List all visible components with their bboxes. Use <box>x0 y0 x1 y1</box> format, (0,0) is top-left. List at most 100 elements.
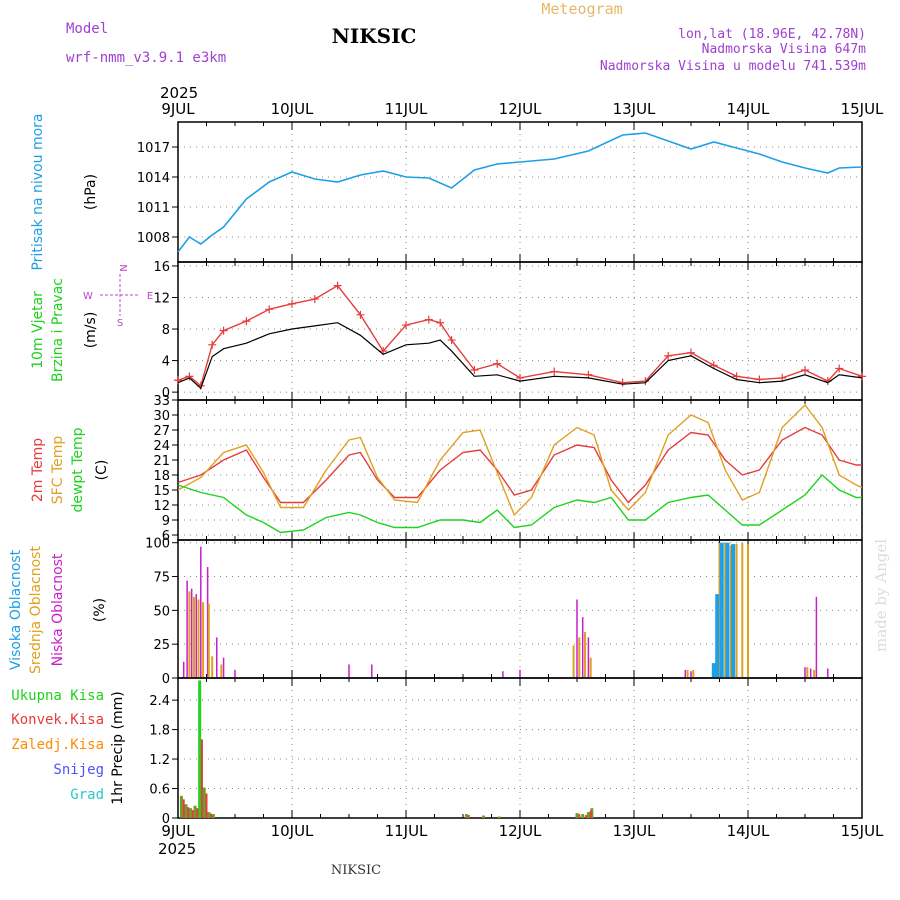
pressure-line <box>177 132 863 253</box>
precip-bar-total <box>581 814 585 818</box>
wind-ylabel2: Brzina i Pravac <box>50 278 66 382</box>
panel-frame <box>177 121 863 263</box>
cloud-bar-srednja <box>813 669 816 678</box>
x-tick-label-top: 15JUL <box>841 100 884 118</box>
cloud-bar-srednja <box>686 669 689 678</box>
precip-bar-convective <box>205 793 208 818</box>
lonlat-label: lon,lat (18.96E, 42.78N) <box>678 27 866 42</box>
precip-bar-total <box>202 787 206 818</box>
cloud-bar-srednja <box>202 602 205 678</box>
y-tick-label: 16 <box>153 260 170 275</box>
cloud-bar-srednja <box>188 591 191 678</box>
wind-units: (m/s) <box>83 312 99 349</box>
bottom-x-axis-labels: 9JUL 10JUL 11JUL 12JUL 13JUL 14JUL 15JUL <box>161 822 884 840</box>
compass-e: E <box>147 291 153 302</box>
precip-bar-total <box>482 815 486 818</box>
wind-ylabel: 10m Vjetar <box>30 291 46 369</box>
cloud-bar-visoka <box>711 663 716 678</box>
y-tick-label: 2.4 <box>149 694 170 709</box>
cloud-bar-visoka <box>719 542 724 678</box>
year-label-bottom: 2025 <box>158 840 196 858</box>
gust-marker <box>288 299 296 308</box>
footer-title: NIKSIC <box>331 863 381 878</box>
gust-marker <box>174 376 182 385</box>
gust-marker <box>208 340 217 349</box>
cloud-bar-niska <box>371 664 373 678</box>
precip-bar-convective <box>187 807 190 818</box>
precip-bar-total <box>590 808 594 818</box>
x-tick-label-bottom: 12JUL <box>499 822 542 840</box>
pressure-panel: 1008 1011 1014 1017 <box>137 121 863 263</box>
x-tick-label-bottom: 13JUL <box>613 822 656 840</box>
cloud-bar-niska <box>182 661 185 678</box>
gust-marker <box>641 377 650 386</box>
cloud-bar-srednja <box>197 599 200 678</box>
precip-bar-total <box>211 814 215 818</box>
gust-marker <box>618 378 627 387</box>
cloud-bar-visoka <box>731 544 736 678</box>
cloud-bar-srednja <box>724 542 727 678</box>
gust-marker <box>265 305 274 314</box>
x-tick-label-top: 10JUL <box>271 100 314 118</box>
cloud-bar-visoka <box>715 594 720 678</box>
cloud-ylabel-low: Niska Oblacnost <box>50 553 66 666</box>
y-tick-label: 0 <box>162 812 170 827</box>
cloud-ylabel-high: Visoka Oblacnost <box>8 549 24 670</box>
precip-bar-convective <box>467 815 470 818</box>
gust-marker <box>424 315 433 324</box>
cloud-bar-niska <box>222 657 225 678</box>
x-tick-label-top: 13JUL <box>613 100 656 118</box>
compass-s: S <box>117 318 123 329</box>
cloud-bar-niska <box>190 588 193 678</box>
precip-bar-convective <box>200 739 203 818</box>
y-tick-label: 27 <box>153 424 170 439</box>
precip-bar-convective <box>578 814 581 818</box>
gust-marker <box>470 366 479 375</box>
precip-bar-total <box>497 816 501 818</box>
precip-bar-total <box>575 813 579 818</box>
gust-marker <box>333 281 342 290</box>
cloud-bar-srednja <box>692 669 695 678</box>
y-tick-label: 75 <box>153 571 170 586</box>
x-tick-label-bottom: 10JUL <box>271 822 314 840</box>
precip-bar-convective <box>589 810 592 818</box>
wind-speed-line <box>177 322 863 390</box>
dewpt-line <box>177 474 862 534</box>
precip-bar-total <box>179 795 183 818</box>
precip-legend: Ukupna Kisa Konvek.Kisa Zaledj.Kisa Snij… <box>11 688 104 803</box>
y-tick-label: 30 <box>153 409 170 424</box>
cloud-bar-srednja <box>578 637 581 678</box>
pressure-ylabel: Pritisak na nivou mora <box>30 113 46 270</box>
precip-bar-total <box>189 808 193 818</box>
cloud-bar-niska <box>216 637 218 678</box>
cloud-bar-srednja <box>211 656 214 678</box>
cloud-bar-srednja <box>729 545 732 678</box>
x-tick-label-bottom: 11JUL <box>385 822 428 840</box>
cloud-bar-niska <box>200 546 202 678</box>
y-tick-label: 21 <box>153 454 170 469</box>
legend-frozen-rain: Zaledj.Kisa <box>11 737 104 753</box>
legend-conv-rain: Konvek.Kisa <box>11 712 104 728</box>
y-tick-label: 0 <box>162 672 170 687</box>
wind-compass: N E W S <box>83 264 153 329</box>
y-tick-label: 1008 <box>137 231 170 246</box>
y-tick-label: 12 <box>153 291 170 306</box>
cloud-bar-visoka <box>725 542 730 678</box>
x-tick-label-bottom: 15JUL <box>841 822 884 840</box>
precip-bar-total <box>198 680 202 818</box>
precip-bar-total <box>207 812 211 818</box>
gust-marker <box>185 372 194 381</box>
precip-ylabel: 1hr Precip (mm) <box>110 691 126 804</box>
cloud-bar-srednja <box>192 596 195 678</box>
panel-frame <box>177 677 863 819</box>
gust-marker <box>310 295 319 304</box>
gust-marker <box>402 321 410 330</box>
model-elevation-label: Nadmorska Visina u modelu 741.539m <box>600 59 866 74</box>
y-tick-label: 25 <box>153 638 170 653</box>
gust-marker <box>356 310 365 319</box>
y-tick-label: 0 <box>162 386 170 401</box>
elevation-label: Nadmorska Visina 647m <box>702 42 867 57</box>
precip-bar-convective <box>210 813 213 818</box>
cloud-bar-niska <box>206 567 209 678</box>
cloud-bar-srednja <box>718 542 721 678</box>
